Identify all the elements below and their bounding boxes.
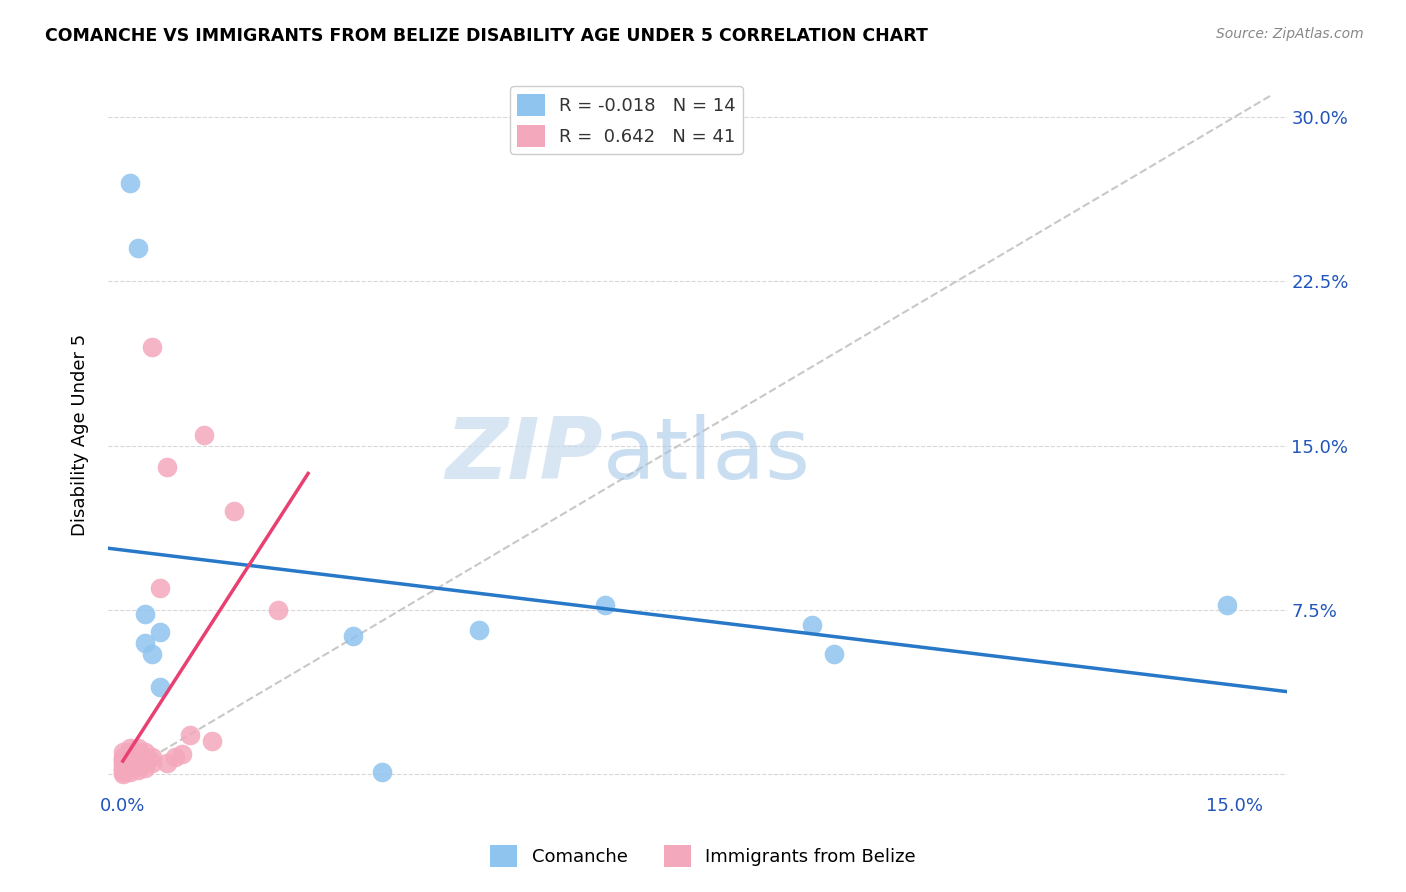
Point: [111, 764, 134, 779]
Legend: Comanche, Immigrants from Belize: Comanche, Immigrants from Belize: [482, 838, 924, 874]
Y-axis label: Disability Age Under 5: Disability Age Under 5: [72, 334, 89, 536]
Point: [134, 636, 156, 650]
Point: [593, 599, 616, 613]
Point: [127, 747, 149, 762]
Point: [801, 618, 824, 632]
Point: [156, 756, 179, 771]
Point: [149, 624, 172, 639]
Point: [120, 176, 142, 190]
Point: [141, 749, 163, 764]
Point: [467, 623, 489, 637]
Point: [141, 340, 163, 354]
Point: [149, 581, 172, 595]
Point: [111, 763, 134, 777]
Point: [111, 745, 134, 759]
Point: [134, 745, 156, 759]
Point: [127, 754, 149, 768]
Legend: R = -0.018   N = 14, R =  0.642   N = 41: R = -0.018 N = 14, R = 0.642 N = 41: [510, 87, 742, 154]
Point: [193, 427, 215, 442]
Point: [371, 764, 394, 779]
Point: [134, 752, 156, 766]
Point: [111, 754, 134, 768]
Point: [149, 680, 172, 694]
Point: [127, 758, 149, 772]
Point: [111, 749, 134, 764]
Point: [127, 740, 149, 755]
Point: [141, 756, 163, 771]
Point: [134, 607, 156, 622]
Point: [141, 647, 163, 661]
Point: [111, 758, 134, 772]
Text: COMANCHE VS IMMIGRANTS FROM BELIZE DISABILITY AGE UNDER 5 CORRELATION CHART: COMANCHE VS IMMIGRANTS FROM BELIZE DISAB…: [45, 27, 928, 45]
Point: [120, 752, 142, 766]
Point: [111, 752, 134, 766]
Point: [823, 647, 845, 661]
Point: [134, 756, 156, 771]
Text: ZIP: ZIP: [446, 415, 603, 498]
Point: [134, 761, 156, 775]
Point: [163, 749, 186, 764]
Point: [120, 745, 142, 759]
Point: [111, 767, 134, 781]
Point: [120, 749, 142, 764]
Point: [342, 629, 364, 643]
Point: [120, 761, 142, 775]
Text: atlas: atlas: [603, 415, 811, 498]
Point: [120, 764, 142, 779]
Point: [111, 763, 134, 777]
Point: [111, 756, 134, 771]
Point: [172, 747, 194, 762]
Point: [127, 241, 149, 255]
Point: [222, 504, 245, 518]
Point: [179, 728, 201, 742]
Point: [127, 752, 149, 766]
Point: [201, 734, 224, 748]
Point: [127, 763, 149, 777]
Point: [111, 761, 134, 775]
Point: [120, 756, 142, 771]
Text: Source: ZipAtlas.com: Source: ZipAtlas.com: [1216, 27, 1364, 41]
Point: [1216, 599, 1239, 613]
Point: [156, 460, 179, 475]
Point: [120, 740, 142, 755]
Point: [267, 603, 290, 617]
